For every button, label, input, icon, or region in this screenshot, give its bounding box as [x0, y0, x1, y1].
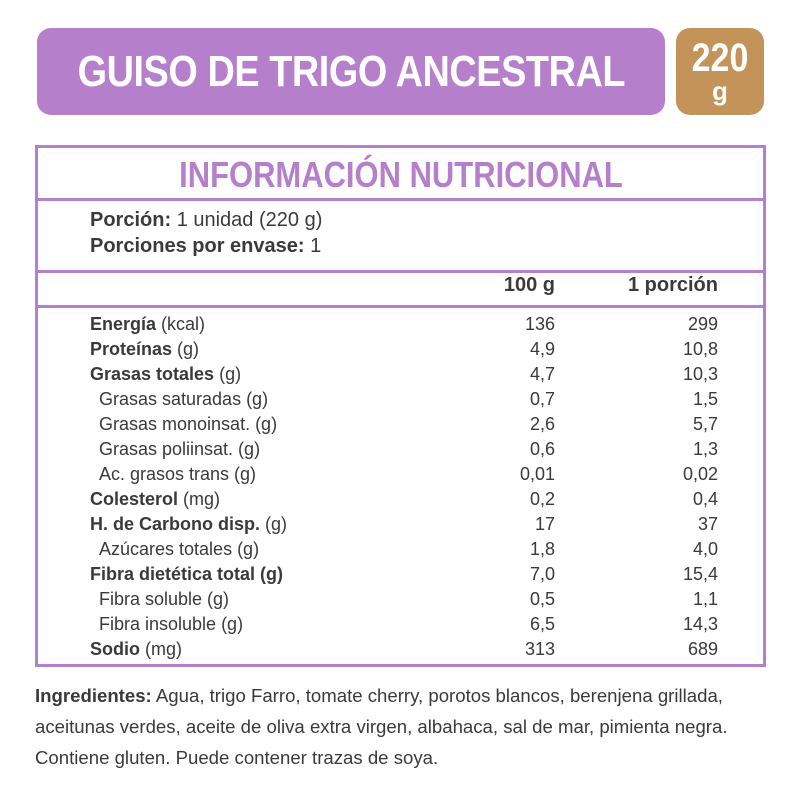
nutrient-name: Colesterol [90, 489, 179, 509]
nutrient-row: Energía (kcal) 136 299 [38, 312, 763, 337]
servings-line: Porciones por envase: 1 [90, 234, 321, 258]
value-per-100g: 4,9 [529, 339, 555, 359]
ingredients-label: Ingredientes: [35, 685, 152, 706]
nutrient-label: Grasas monoinsat. (g) [99, 412, 277, 437]
nutrient-row: Sodio (mg) 313 689 [38, 637, 763, 662]
nutrient-row: Grasas totales (g) 4,7 10,3 [38, 362, 763, 387]
portion-line: Porción: 1 unidad (220 g) [90, 208, 322, 232]
nutrient-unit: (g) [219, 364, 242, 384]
nutrient-label: Grasas saturadas (g) [99, 387, 268, 412]
column-header-100g: 100 g [503, 274, 555, 296]
value-per-100g: 17 [534, 514, 555, 534]
value-per-portion: 5,7 [692, 414, 718, 434]
nutrient-name: Grasas poliinsat. (g) [99, 439, 261, 459]
nutrient-name: Azúcares totales (g) [99, 539, 260, 559]
portion-value: 1 unidad (220 g) [176, 209, 323, 231]
nutrient-row: Grasas poliinsat. (g) 0,6 1,3 [38, 437, 763, 462]
nutrient-row: Colesterol (mg) 0,2 0,4 [38, 487, 763, 512]
divider [38, 270, 763, 273]
value-per-100g: 1,8 [529, 539, 555, 559]
value-per-100g: 4,7 [529, 364, 555, 384]
nutrient-name: Grasas saturadas (g) [99, 389, 269, 409]
value-per-portion: 10,3 [682, 364, 718, 384]
value-per-100g: 2,6 [529, 414, 555, 434]
value-per-portion: 4,0 [692, 539, 718, 559]
weight-value: 220 [691, 36, 749, 80]
nutrient-unit: (mg) [145, 639, 183, 659]
portion-label: Porción: [90, 209, 172, 231]
nutrient-row: Ac. grasos trans (g) 0,01 0,02 [38, 462, 763, 487]
value-per-portion: 0,4 [692, 489, 718, 509]
value-per-portion: 0,02 [682, 464, 718, 484]
nutrient-label: Energía (kcal) [90, 312, 205, 337]
nutrient-unit: (g) [265, 514, 288, 534]
nutrient-name: Sodio [90, 639, 140, 659]
nutrient-label: Azúcares totales (g) [99, 537, 259, 562]
nutrient-row: Fibra soluble (g) 0,5 1,1 [38, 587, 763, 612]
divider [38, 198, 763, 201]
nutrient-label: Ac. grasos trans (g) [99, 462, 256, 487]
nutrient-name: Grasas totales [90, 364, 215, 384]
nutrient-label: Grasas poliinsat. (g) [99, 437, 260, 462]
nutrient-label: Fibra dietética total (g) [90, 562, 283, 587]
nutrition-title: INFORMACIÓN NUTRICIONAL [38, 148, 763, 198]
value-per-100g: 0,7 [529, 389, 555, 409]
servings-value: 1 [310, 235, 322, 257]
nutrient-rows: Energía (kcal) 136 299 Proteínas (g) 4,9 10,8… [38, 312, 763, 662]
value-per-portion: 299 [687, 314, 718, 334]
nutrient-name: Energía [90, 314, 157, 334]
value-per-portion: 1,5 [692, 389, 718, 409]
nutrient-row: Proteínas (g) 4,9 10,8 [38, 337, 763, 362]
weight-unit: g [712, 76, 728, 106]
nutrient-label: Proteínas (g) [90, 337, 199, 362]
column-header-portion: 1 porción [627, 274, 718, 296]
nutrient-unit: (kcal) [161, 314, 206, 334]
ingredients-text: Agua, trigo Farro, tomate cherry, poroto… [35, 685, 728, 768]
nutrient-name: Fibra soluble (g) [99, 589, 230, 609]
nutrient-label: Grasas totales (g) [90, 362, 241, 387]
nutrient-row: Fibra insoluble (g) 6,5 14,3 [38, 612, 763, 637]
nutrient-row: Grasas saturadas (g) 0,7 1,5 [38, 387, 763, 412]
value-per-100g: 0,6 [529, 439, 555, 459]
value-per-portion: 15,4 [682, 564, 718, 584]
nutrition-title-text: INFORMACIÓN NUTRICIONAL [178, 154, 623, 195]
value-per-100g: 136 [524, 314, 555, 334]
nutrient-unit: (g) [177, 339, 200, 359]
value-per-portion: 14,3 [682, 614, 718, 634]
value-per-100g: 0,01 [519, 464, 555, 484]
product-title: GUISO DE TRIGO ANCESTRAL [77, 46, 625, 96]
value-per-100g: 7,0 [529, 564, 555, 584]
nutrient-row: H. de Carbono disp. (g) 17 37 [38, 512, 763, 537]
nutrient-name: Fibra dietética total (g) [90, 564, 284, 584]
nutrient-unit: (mg) [183, 489, 221, 509]
value-per-portion: 10,8 [682, 339, 718, 359]
nutrition-table: INFORMACIÓN NUTRICIONAL Porción: 1 unida… [35, 145, 766, 667]
nutrient-name: Proteínas [90, 339, 173, 359]
value-per-portion: 689 [687, 639, 718, 659]
nutrient-label: Fibra insoluble (g) [99, 612, 243, 637]
nutrient-name: Ac. grasos trans (g) [99, 464, 257, 484]
ingredients: Ingredientes: Agua, trigo Farro, tomate … [35, 680, 775, 773]
nutrient-label: H. de Carbono disp. (g) [90, 512, 287, 537]
value-per-100g: 6,5 [529, 614, 555, 634]
product-title-banner: GUISO DE TRIGO ANCESTRAL [37, 28, 665, 115]
value-per-100g: 0,2 [529, 489, 555, 509]
nutrient-row: Fibra dietética total (g) 7,0 15,4 [38, 562, 763, 587]
value-per-portion: 37 [697, 514, 718, 534]
weight-badge: 220 g [676, 28, 764, 115]
value-per-100g: 0,5 [529, 589, 555, 609]
nutrient-name: H. de Carbono disp. [90, 514, 261, 534]
nutrient-label: Fibra soluble (g) [99, 587, 229, 612]
servings-label: Porciones por envase: [90, 235, 305, 257]
nutrient-label: Sodio (mg) [90, 637, 182, 662]
nutrient-name: Fibra insoluble (g) [99, 614, 244, 634]
value-per-100g: 313 [524, 639, 555, 659]
nutrient-row: Azúcares totales (g) 1,8 4,0 [38, 537, 763, 562]
nutrient-name: Grasas monoinsat. (g) [99, 414, 278, 434]
nutrient-row: Grasas monoinsat. (g) 2,6 5,7 [38, 412, 763, 437]
value-per-portion: 1,3 [692, 439, 718, 459]
value-per-portion: 1,1 [692, 589, 718, 609]
divider [38, 305, 763, 308]
nutrient-label: Colesterol (mg) [90, 487, 220, 512]
